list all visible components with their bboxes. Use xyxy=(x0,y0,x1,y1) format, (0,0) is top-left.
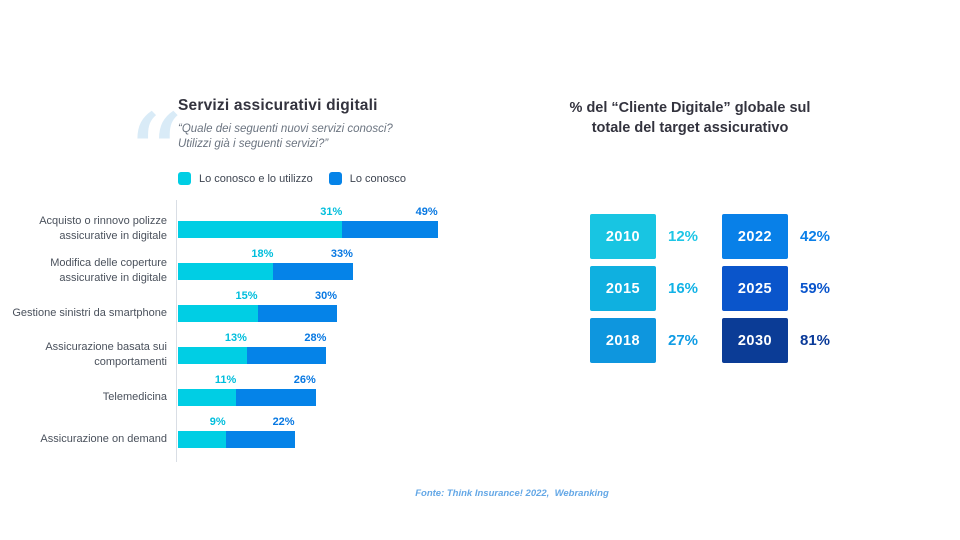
value-label-known: 26% xyxy=(293,374,316,386)
category-label: Telemedicina xyxy=(102,390,167,403)
value-label-used: 31% xyxy=(320,206,343,218)
bar-segment-used xyxy=(178,389,237,406)
value-label-used: 11% xyxy=(214,374,237,386)
bar-row: Telemedicina 11% 26% xyxy=(103,368,497,410)
value-label-known: 30% xyxy=(314,290,337,302)
bar-segment-known xyxy=(257,305,337,322)
year-share-grid: 2010 12% 2022 42% 2015 16% 2025 59% 2018 27% 2030 8… xyxy=(590,214,851,363)
year-box-2022: 2022 xyxy=(722,214,788,259)
quote-watermark-icon: “ xyxy=(126,91,184,221)
legend-label: Lo conosco xyxy=(349,172,406,185)
year-share-2030: 81% xyxy=(800,332,831,349)
legend-swatch-icon xyxy=(328,172,342,185)
chart-subtitle-line1: “Quale dei seguenti nuovi servizi conosc… xyxy=(178,123,393,135)
panel-title: % del “Cliente Digitale” globale sul tota… xyxy=(540,98,840,139)
legend-item-0: Lo conosco e lo utilizzo xyxy=(178,172,313,185)
value-label-used: 13% xyxy=(224,332,247,344)
year-box-2010: 2010 xyxy=(590,214,656,259)
chart-title: Servizi assicurativi digitali xyxy=(178,97,378,114)
bar-track xyxy=(178,221,438,238)
year-box-2015: 2015 xyxy=(590,266,656,311)
bar-segment-used xyxy=(178,221,343,238)
bar-row: Acquisto o rinnovo polizze assicurative … xyxy=(39,200,497,242)
chart-subtitle: “Quale dei seguenti nuovi servizi conosc… xyxy=(178,122,393,152)
bar-segment-used xyxy=(178,347,247,364)
source-footer: Fonte: Think Insurance! 2022, Webranking xyxy=(112,483,912,501)
category-label: Assicurazione on demand xyxy=(40,432,167,445)
year-box-2025: 2025 xyxy=(722,266,788,311)
bar-track xyxy=(178,389,316,406)
value-label-used: 9% xyxy=(209,416,226,428)
panel-title-line1: % del “Cliente Digitale” globale sul xyxy=(569,100,811,116)
year-box-2018: 2018 xyxy=(590,318,656,363)
value-label-used: 15% xyxy=(235,290,258,302)
year-share-2018: 27% xyxy=(668,332,699,349)
bar-segment-used xyxy=(178,305,258,322)
bar-segment-used xyxy=(178,263,274,280)
bar-segment-known xyxy=(236,389,316,406)
year-share-2010: 12% xyxy=(668,228,699,245)
bar-segment-known xyxy=(342,221,438,238)
value-label-known: 28% xyxy=(304,332,327,344)
bar-segment-known xyxy=(246,347,327,364)
source-text: Fonte: Think Insurance! 2022, Webranking xyxy=(415,488,609,499)
year-share-2022: 42% xyxy=(800,228,831,245)
chart-legend: Lo conosco e lo utilizzo Lo conosco xyxy=(178,172,406,185)
year-share-2025: 59% xyxy=(800,280,831,297)
category-label: Assicurazione basata sui comportamenti xyxy=(45,341,167,368)
bar-segment-used xyxy=(178,431,226,448)
bar-row: Assicurazione basata sui comportamenti 13… xyxy=(45,326,497,368)
value-label-known: 49% xyxy=(415,206,438,218)
value-label-known: 33% xyxy=(330,248,353,260)
year-box-2030: 2030 xyxy=(722,318,788,363)
bar-row: Gestione sinistri da smartphone 15% 30% xyxy=(12,284,497,326)
panel-title-line2: totale del target assicurativo xyxy=(591,120,789,137)
legend-label: Lo conosco e lo utilizzo xyxy=(199,172,313,185)
bar-row: Modifica delle coperture assicurative in… xyxy=(50,242,497,284)
bar-track xyxy=(178,305,337,322)
year-share-2015: 16% xyxy=(668,280,699,297)
value-label-known: 22% xyxy=(272,416,295,428)
chart-subtitle-line2: Utilizzi già i seguenti servizi?” xyxy=(178,138,329,151)
category-label: Gestione sinistri da smartphone xyxy=(12,306,167,319)
category-label: Modifica delle coperture assicurative in… xyxy=(50,257,167,284)
bar-track xyxy=(178,431,295,448)
stacked-bar-chart: Acquisto o rinnovo polizze assicurative … xyxy=(12,200,497,462)
bar-track xyxy=(178,263,353,280)
bar-segment-known xyxy=(273,263,353,280)
bar-row: Assicurazione on demand 9% 22% xyxy=(40,410,497,452)
legend-item-1: Lo conosco xyxy=(328,172,406,185)
bar-track xyxy=(178,347,327,364)
value-label-used: 18% xyxy=(251,248,274,260)
legend-swatch-icon xyxy=(178,172,191,185)
bar-segment-known xyxy=(225,431,295,448)
category-label: Acquisto o rinnovo polizze assicurative … xyxy=(39,215,167,242)
